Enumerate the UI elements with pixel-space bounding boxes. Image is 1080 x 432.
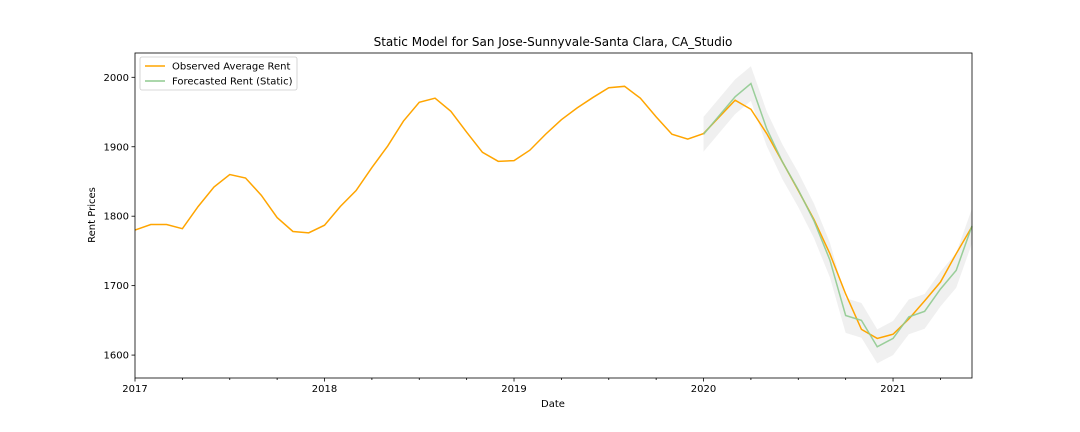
series-line-0	[134, 85, 973, 340]
x-tick-label: 2020	[691, 384, 716, 395]
legend: Observed Average Rent Forecasted Rent (St…	[139, 56, 298, 91]
confidence-band-layer	[703, 66, 972, 364]
series-lines-layer	[134, 82, 973, 348]
series-line-1	[702, 82, 973, 348]
y-tick-label: 1700	[104, 281, 129, 292]
plot-area-frame	[134, 52, 973, 379]
x-tick-label: 2017	[122, 384, 147, 395]
y-tick-label: 1600	[104, 351, 129, 362]
x-tick-label: 2018	[312, 384, 337, 395]
legend-frame	[139, 56, 298, 91]
y-tick-label: 1800	[104, 212, 129, 223]
y-tick-label: 1900	[104, 142, 129, 153]
x-axis-title: Date	[541, 399, 565, 410]
legend-label: Forecasted Rent (Static)	[172, 77, 293, 88]
y-axis-ticks: 1600 1700 1800 1900 2000	[104, 73, 135, 362]
x-tick-label: 2019	[501, 384, 526, 395]
chart-title: Static Model for San Jose-Sunnyvale-Sant…	[374, 35, 733, 49]
y-axis-title: Rent Prices	[87, 187, 98, 243]
confidence-band	[703, 66, 972, 364]
x-axis-ticks: 2017 2018 2019 2020 2021	[122, 378, 941, 395]
legend-label: Observed Average Rent	[172, 62, 291, 73]
y-tick-label: 2000	[104, 73, 129, 84]
x-tick-label: 2021	[880, 384, 905, 395]
